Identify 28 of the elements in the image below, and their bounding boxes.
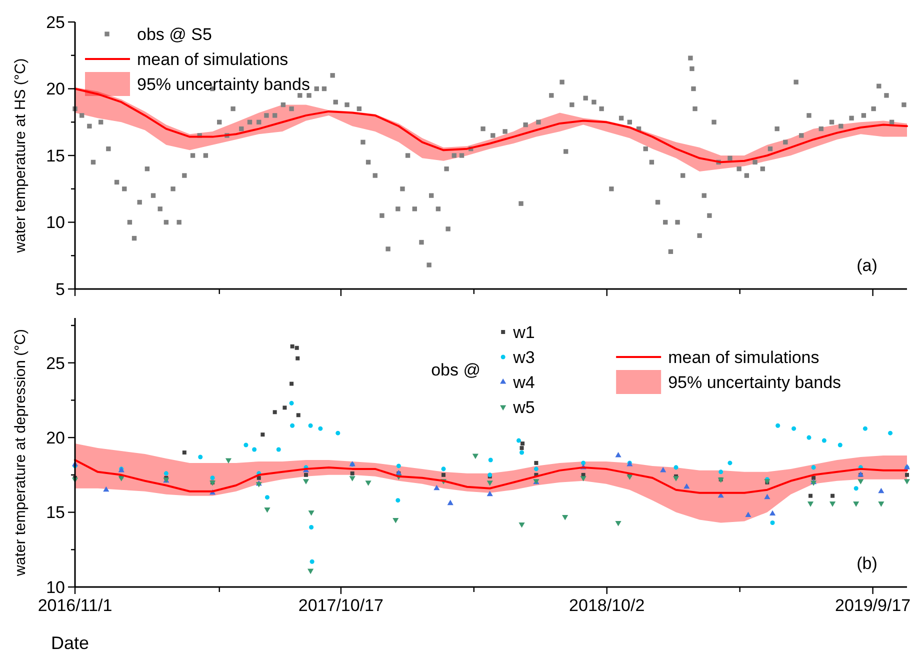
y-tick-label: 15 <box>46 503 65 522</box>
legend-label: w3 <box>512 348 535 367</box>
x-tick-label: 2018/10/2 <box>569 596 645 615</box>
legend-label: mean of simulations <box>137 50 288 69</box>
annotation: (b) <box>856 554 878 573</box>
legend-label: w4 <box>512 372 535 392</box>
annotation: 95% uncertainty bands <box>137 74 310 94</box>
x-axis-title: Date <box>50 633 90 653</box>
y-tick-label: 15 <box>46 146 65 166</box>
y-tick-label: 5 <box>56 280 65 299</box>
x-tick-label: 2019/9/17 <box>834 596 911 615</box>
y-tick-label: 25 <box>46 354 65 373</box>
legend-title: obs @ <box>431 360 480 380</box>
y-tick-label: 20 <box>46 80 65 99</box>
legend-label: w5 <box>512 398 535 417</box>
y-tick-label: 25 <box>46 12 65 32</box>
x-tick-label: 2017/10/17 <box>298 596 384 615</box>
annotation: (a) <box>856 256 878 275</box>
legend-label: w1 <box>512 322 535 342</box>
x-tick-label: 2016/11/1 <box>38 596 112 615</box>
y-tick-label: 10 <box>46 213 65 232</box>
annotation: 95% uncertainty bands <box>668 372 842 392</box>
legend-label: obs @ S5 <box>137 24 212 44</box>
legend-label: mean of simulations <box>668 348 820 367</box>
y-tick-label: 10 <box>46 578 65 597</box>
y-tick-label: 20 <box>46 428 65 448</box>
y-axis-title: water temperature at depression (°C) <box>12 329 29 577</box>
y-axis-title: water temperature at HS (°C) <box>12 58 29 254</box>
